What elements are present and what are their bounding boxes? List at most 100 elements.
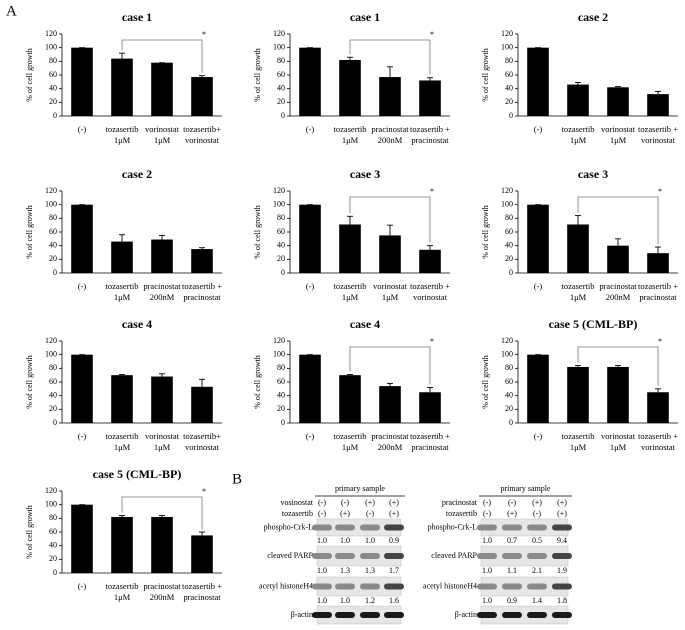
y-tick-label: 120 — [273, 29, 285, 38]
x-tick-label-line: 1μM — [114, 592, 131, 602]
y-tick-label: 100 — [45, 349, 57, 358]
x-tick-label: (-) — [78, 124, 87, 134]
chart-title: case 1 — [350, 10, 380, 24]
x-tick-label-line: tozasertib + — [410, 431, 450, 441]
band-label: acetyl histoneH4 — [423, 581, 477, 590]
bar — [299, 354, 321, 423]
lane-label: (-) — [366, 509, 374, 518]
x-tick-label-line: vorinostat — [601, 431, 636, 441]
lane-label: (-) — [318, 509, 326, 518]
x-tick-label: pracinostat 200nM — [371, 124, 409, 145]
x-tick-label: tozasertib+ vorinostat — [183, 124, 221, 145]
y-tick-label: 0 — [53, 268, 57, 277]
band-quantification: 0.5 — [532, 536, 542, 545]
y-tick-label: 100 — [273, 42, 285, 51]
error-bar — [655, 90, 661, 95]
bar — [647, 253, 669, 273]
band-quantification: 1.4 — [532, 596, 542, 605]
y-tick-label: 80 — [49, 513, 57, 522]
significance-bracket — [121, 39, 203, 73]
blot-band — [527, 583, 547, 590]
band-quantification: 1.0 — [317, 536, 327, 545]
x-tick-label-line: tozasertib — [561, 281, 594, 291]
x-tick-label-line: tozasertib — [561, 431, 594, 441]
x-tick-label-line: pracinostat — [411, 442, 449, 452]
x-tick-label-line: 1μM — [154, 442, 171, 452]
x-tick-label: tozasertib + vorinostat — [638, 431, 678, 452]
error-bar — [199, 75, 205, 78]
band-quantification: 0.7 — [507, 536, 517, 545]
y-tick-label: 20 — [277, 97, 285, 106]
error-bar — [159, 373, 165, 377]
x-tick-label: pracinostat 200nM — [371, 431, 409, 452]
blot-band — [384, 612, 404, 618]
y-tick-label: 100 — [45, 199, 57, 208]
significance-bracket — [349, 39, 431, 75]
x-tick-label-line: vorinostat — [145, 431, 180, 441]
blot-band — [477, 583, 497, 590]
blot-band — [360, 553, 380, 559]
blot-band — [312, 583, 332, 590]
blot-band — [477, 524, 497, 531]
y-tick-label: 80 — [277, 213, 285, 222]
y-tick-label: 80 — [277, 56, 285, 65]
y-tick-label: 100 — [501, 349, 513, 358]
x-tick-label-line: 200nM — [606, 292, 631, 302]
y-tick-label: 40 — [49, 390, 57, 399]
error-bar — [655, 388, 661, 393]
y-tick-label: 40 — [277, 390, 285, 399]
bar — [151, 516, 173, 573]
blot-band — [384, 583, 404, 590]
x-tick-label-line: (-) — [78, 581, 87, 591]
x-tick-label: (-) — [306, 431, 315, 441]
bar — [71, 204, 93, 273]
significance-label: * — [430, 187, 434, 196]
y-tick-label: 80 — [277, 363, 285, 372]
y-tick-label: 120 — [501, 29, 513, 38]
x-tick-label-line: pracinostat — [639, 292, 677, 302]
significance-bracket — [577, 196, 659, 245]
band-quantification: 1.0 — [317, 566, 327, 575]
band-quantification: 1.7 — [389, 566, 399, 575]
x-tick-label-line: 1μM — [154, 135, 171, 145]
y-tick-label: 60 — [505, 377, 513, 386]
x-tick-label-line: 200nM — [378, 442, 403, 452]
band-quantification: 1.0 — [482, 566, 492, 575]
bar — [379, 77, 401, 116]
blot-band — [312, 612, 332, 618]
lane-label: (-) — [483, 509, 491, 518]
x-tick-label: (-) — [306, 281, 315, 291]
error-bar — [119, 234, 125, 242]
blot-band — [360, 612, 380, 618]
band-quantification: 1.0 — [482, 536, 492, 545]
y-axis-label: % of cell growth — [25, 205, 34, 259]
x-tick-label: (-) — [534, 281, 543, 291]
y-tick-label: 80 — [49, 213, 57, 222]
x-tick-label-line: (-) — [534, 281, 543, 291]
error-bar — [119, 515, 125, 517]
y-tick-label: 0 — [53, 568, 57, 577]
x-tick-label-line: tozasertib + — [182, 581, 222, 591]
band-quantification: 1.0 — [340, 536, 350, 545]
blot-band — [502, 612, 522, 618]
y-tick-label: 60 — [49, 527, 57, 536]
error-bar — [159, 515, 165, 517]
error-bar — [655, 246, 661, 254]
x-tick-label: (-) — [534, 124, 543, 134]
blot-band — [335, 612, 355, 618]
x-tick-label-line: 200nM — [150, 292, 175, 302]
x-tick-label-line: vorinostat — [185, 135, 220, 145]
x-tick-label-line: 1μM — [342, 135, 359, 145]
x-tick-label: vorinostat 1μM — [145, 431, 180, 452]
x-tick-label-line: 1μM — [342, 442, 359, 452]
error-bar — [347, 374, 353, 376]
x-tick-label-line: vorinostat — [641, 442, 676, 452]
y-tick-label: 120 — [501, 336, 513, 345]
y-tick-label: 80 — [505, 56, 513, 65]
x-tick-label-line: (-) — [78, 281, 87, 291]
x-tick-label-line: tozasertib + — [638, 124, 678, 134]
bar — [527, 354, 549, 423]
chart-title: case 4 — [122, 317, 152, 331]
band-quantification: 2.1 — [532, 566, 542, 575]
